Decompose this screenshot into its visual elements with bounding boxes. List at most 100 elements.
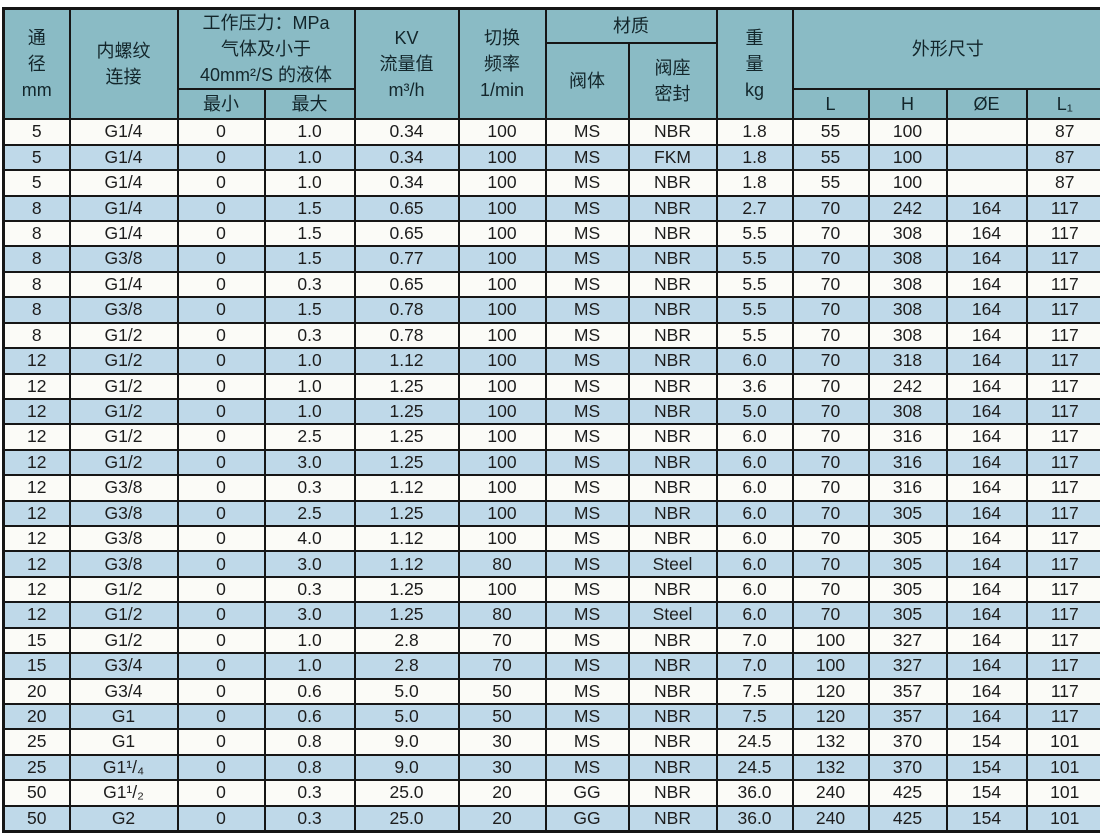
cell: 3.0 — [263, 448, 356, 477]
table-body: 5 G1/4 0 1.0 0.34 100 MS NBR 1.8 55 100 87 5 G1/4 0 1.0… — [2, 118, 1100, 833]
cell: 101 — [1025, 753, 1100, 782]
cell: 0 — [176, 118, 266, 146]
cell: NBR — [627, 372, 718, 400]
cell: 308 — [867, 397, 948, 426]
cell: 164 — [945, 575, 1028, 604]
cell: 1.0 — [263, 118, 356, 146]
table-row: 5 G1/4 0 1.0 0.34 100 MS NBR 1.8 55 100 87 — [2, 169, 1100, 197]
cell: 154 — [945, 804, 1028, 833]
cell: G1/2 — [68, 626, 179, 655]
cell: 117 — [1025, 347, 1100, 375]
cell: 117 — [1025, 601, 1100, 629]
cell: 305 — [867, 575, 948, 604]
cell: NBR — [627, 245, 718, 273]
cell: 242 — [867, 372, 948, 400]
cell: MS — [544, 347, 630, 375]
cell: 0 — [176, 499, 266, 528]
cell: 87 — [1025, 169, 1100, 197]
table-row: 12 G3/8 0 3.0 1.12 80 MS Steel 6.0 70 305 164 117 — [2, 550, 1100, 578]
cell: 117 — [1025, 448, 1100, 477]
cell: 12 — [2, 397, 71, 426]
cell: 117 — [1025, 219, 1100, 248]
cell: 2.7 — [715, 194, 794, 222]
table-row: 8 G1/4 0 1.5 0.65 100 MS NBR 5.5 70 308 164 117 — [2, 219, 1100, 248]
cell: 164 — [945, 423, 1028, 451]
cell: G1/4 — [68, 270, 179, 299]
cell: G2 — [68, 804, 179, 833]
cell: 8 — [2, 270, 71, 299]
cell: NBR — [627, 804, 718, 833]
cell: 240 — [791, 804, 870, 833]
cell: 0.78 — [353, 296, 460, 324]
cell: NBR — [627, 169, 718, 197]
cell: FKM — [627, 143, 718, 172]
cell: MS — [544, 753, 630, 782]
cell: 164 — [945, 702, 1028, 731]
header-dim-h: H — [867, 88, 948, 121]
cell: 70 — [791, 372, 870, 400]
cell: 100 — [457, 423, 547, 451]
cell: 117 — [1025, 245, 1100, 273]
cell: 100 — [457, 321, 547, 350]
cell: 100 — [457, 397, 547, 426]
cell: G1/4 — [68, 143, 179, 172]
cell: 87 — [1025, 118, 1100, 146]
cell: MS — [544, 423, 630, 451]
cell: 117 — [1025, 702, 1100, 731]
cell: 164 — [945, 525, 1028, 553]
cell: 0 — [176, 296, 266, 324]
cell: 5.0 — [353, 702, 460, 731]
cell: 55 — [791, 118, 870, 146]
cell: MS — [544, 219, 630, 248]
header-pressure-min: 最小 — [176, 88, 266, 121]
cell: 0.3 — [263, 804, 356, 833]
cell: MS — [544, 118, 630, 146]
header-thread-connection: 内螺纹 连接 — [68, 7, 179, 121]
cell: 0 — [176, 474, 266, 502]
cell: 12 — [2, 499, 71, 528]
cell: 50 — [457, 677, 547, 706]
cell: 117 — [1025, 194, 1100, 222]
header-dim-oe: ØE — [945, 88, 1028, 121]
cell: 0.34 — [353, 118, 460, 146]
cell: MS — [544, 321, 630, 350]
cell: 100 — [867, 118, 948, 146]
cell: 117 — [1025, 397, 1100, 426]
cell: 117 — [1025, 499, 1100, 528]
cell: 20 — [457, 804, 547, 833]
cell: 164 — [945, 194, 1028, 222]
cell: 1.5 — [263, 296, 356, 324]
cell: 1.12 — [353, 474, 460, 502]
cell: 100 — [791, 626, 870, 655]
cell: 1.0 — [263, 397, 356, 426]
cell: 1.0 — [263, 652, 356, 680]
cell: 1.0 — [263, 626, 356, 655]
cell: 132 — [791, 728, 870, 756]
cell: 0 — [176, 652, 266, 680]
cell: 24.5 — [715, 753, 794, 782]
table-row: 12 G1/2 0 0.3 1.25 100 MS NBR 6.0 70 305 164 117 — [2, 575, 1100, 604]
table-row: 12 G1/2 0 1.0 1.25 100 MS NBR 3.6 70 242 164 117 — [2, 372, 1100, 400]
cell: 164 — [945, 270, 1028, 299]
cell: NBR — [627, 270, 718, 299]
cell: 0 — [176, 143, 266, 172]
cell: 3.0 — [263, 550, 356, 578]
cell: 0 — [176, 804, 266, 833]
cell: 12 — [2, 372, 71, 400]
cell: 0 — [176, 677, 266, 706]
cell: 6.0 — [715, 601, 794, 629]
cell: 7.5 — [715, 677, 794, 706]
cell: G3/8 — [68, 296, 179, 324]
cell: 8 — [2, 296, 71, 324]
cell: 70 — [791, 321, 870, 350]
header-pressure-max: 最大 — [263, 88, 356, 121]
cell: MS — [544, 372, 630, 400]
cell: 305 — [867, 499, 948, 528]
cell: 308 — [867, 321, 948, 350]
cell: 100 — [867, 169, 948, 197]
cell: 117 — [1025, 677, 1100, 706]
cell: 0 — [176, 575, 266, 604]
cell: 2.5 — [263, 423, 356, 451]
cell: NBR — [627, 753, 718, 782]
